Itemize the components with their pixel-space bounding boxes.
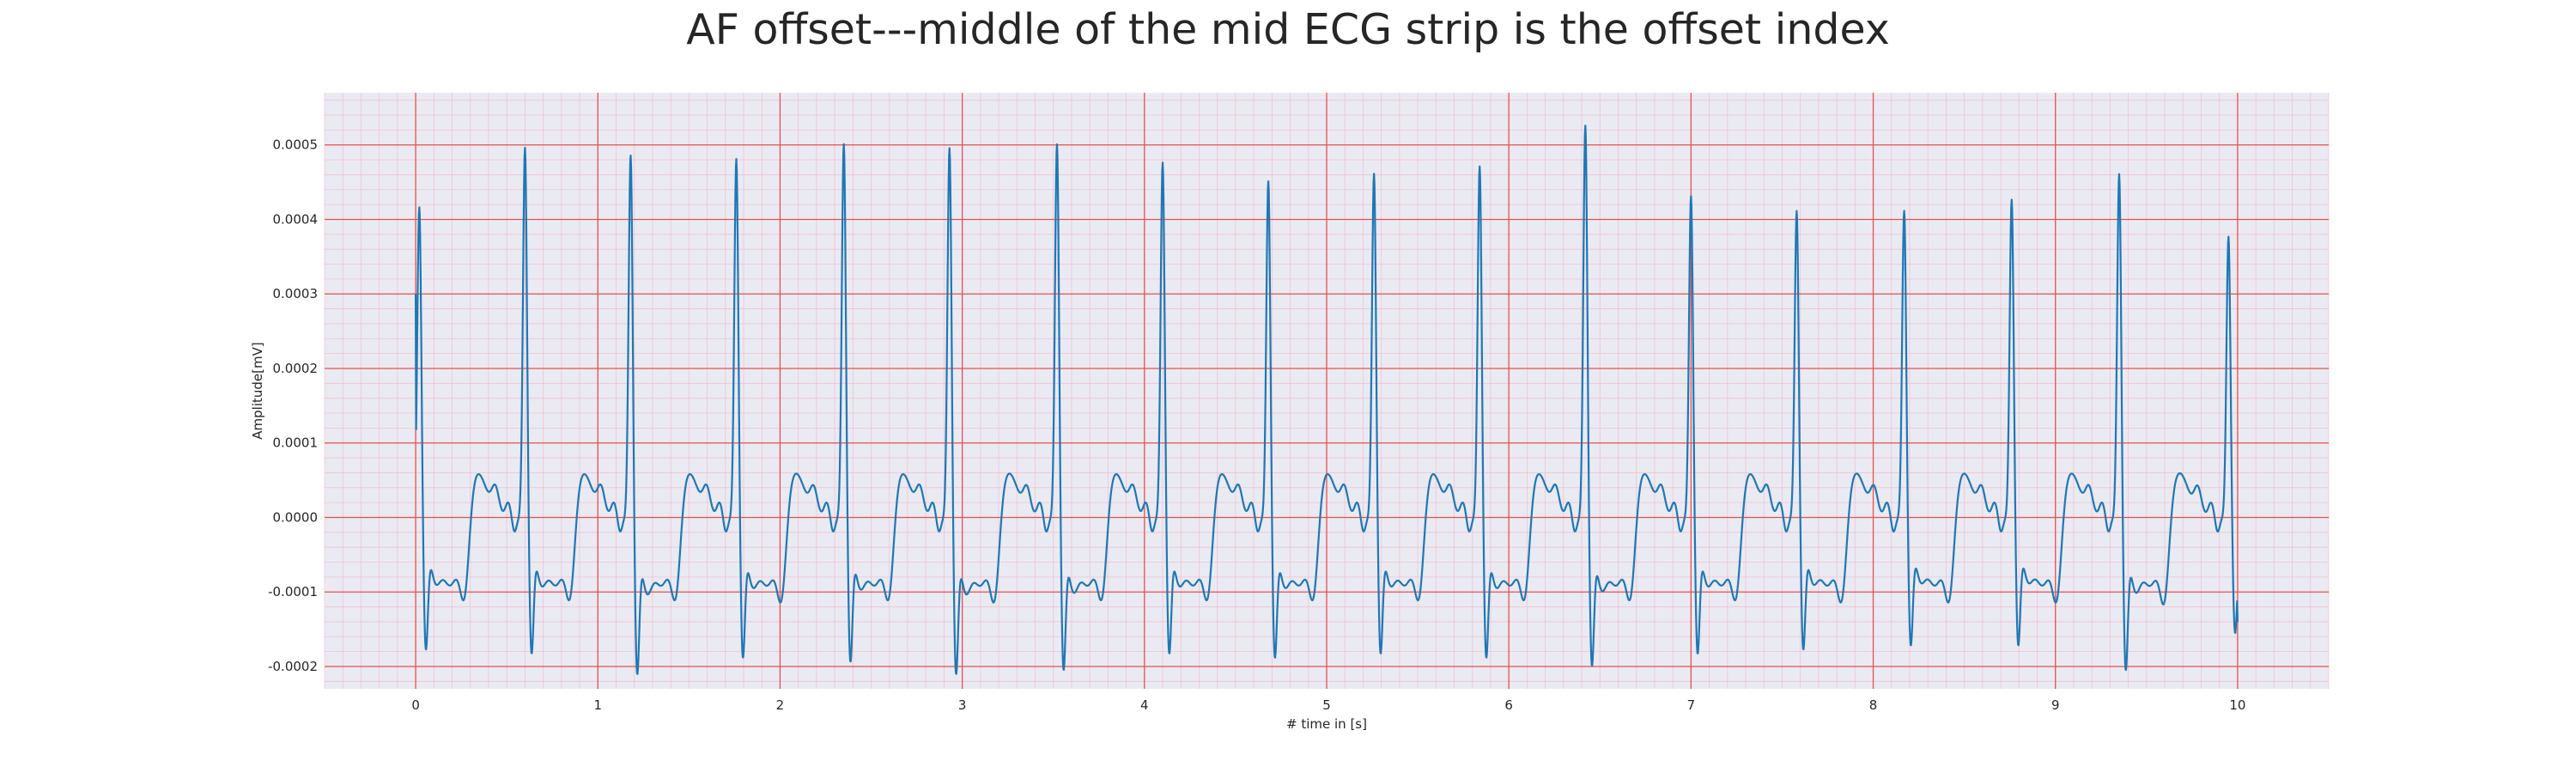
- x-tick-label: 0: [411, 697, 420, 713]
- x-tick-label: 6: [1504, 697, 1513, 713]
- y-tick-label: 0.0001: [273, 435, 319, 451]
- y-tick-label: -0.0001: [268, 584, 318, 600]
- ecg-series-line: [414, 125, 2239, 675]
- x-tick-label: 10: [2229, 697, 2245, 713]
- y-tick-label: 0.0000: [273, 509, 319, 525]
- x-tick-label: 2: [776, 697, 785, 713]
- x-tick-label: 1: [593, 697, 602, 713]
- chart-title: AF offset---middle of the mid ECG strip …: [686, 5, 1890, 54]
- x-tick-label: 7: [1687, 697, 1696, 713]
- y-tick-label: 0.0002: [273, 361, 319, 376]
- y-tick-label: 0.0004: [273, 211, 319, 227]
- x-tick-label: 3: [958, 697, 967, 713]
- y-tick-label: 0.0003: [273, 286, 319, 301]
- y-tick-label: 0.0005: [273, 137, 319, 153]
- x-tick-label: 8: [1869, 697, 1878, 713]
- x-tick-label: 4: [1140, 697, 1149, 713]
- x-tick-label: 9: [2051, 697, 2060, 713]
- x-axis-label: # time in [s]: [1286, 716, 1367, 732]
- x-tick-label: 5: [1322, 697, 1331, 713]
- y-axis-label: Amplitude[mV]: [250, 342, 265, 439]
- y-tick-label: -0.0002: [268, 659, 318, 674]
